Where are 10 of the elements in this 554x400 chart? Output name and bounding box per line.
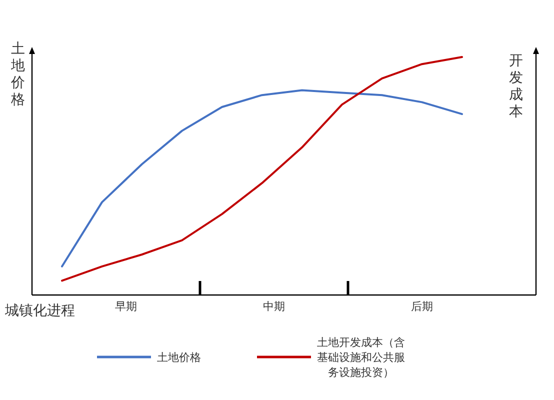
legend-item: 土地开发成本（含基础设施和公共服务设施投资） [257,336,405,379]
legend-label: 土地价格 [157,351,201,364]
y-axis-title: 土地价格 [10,41,25,108]
text: 早期 [115,300,137,313]
legend-item: 土地价格 [97,351,201,364]
y2-axis-title: 开发成本 [509,53,523,120]
text: 中期 [263,300,285,313]
text: 后期 [411,300,433,313]
legend-label: 土地开发成本（含基础设施和公共服务设施投资） [317,336,405,379]
x-axis-title: 城镇化进程 [4,303,75,319]
